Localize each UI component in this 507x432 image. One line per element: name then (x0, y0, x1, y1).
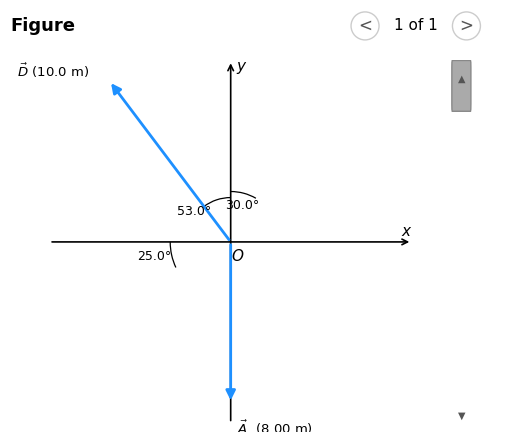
Text: >: > (459, 17, 474, 35)
Text: <: < (358, 17, 372, 35)
Text: O: O (232, 248, 244, 264)
Text: $\vec{C}$ (12.0 m): $\vec{C}$ (12.0 m) (0, 345, 2, 363)
Text: ▼: ▼ (458, 411, 465, 421)
Text: ▲: ▲ (458, 73, 465, 84)
Text: 53.0°: 53.0° (177, 205, 211, 218)
Text: 1 of 1: 1 of 1 (394, 19, 438, 33)
Text: 25.0°: 25.0° (137, 250, 171, 263)
FancyBboxPatch shape (452, 60, 471, 111)
Text: $\vec{D}$ (10.0 m): $\vec{D}$ (10.0 m) (17, 62, 89, 80)
Text: 30.0°: 30.0° (225, 199, 259, 212)
Text: x: x (402, 224, 411, 239)
Text: y: y (236, 59, 245, 74)
Text: Figure: Figure (10, 17, 75, 35)
Text: $\vec{A}$  (8.00 m): $\vec{A}$ (8.00 m) (237, 418, 313, 432)
